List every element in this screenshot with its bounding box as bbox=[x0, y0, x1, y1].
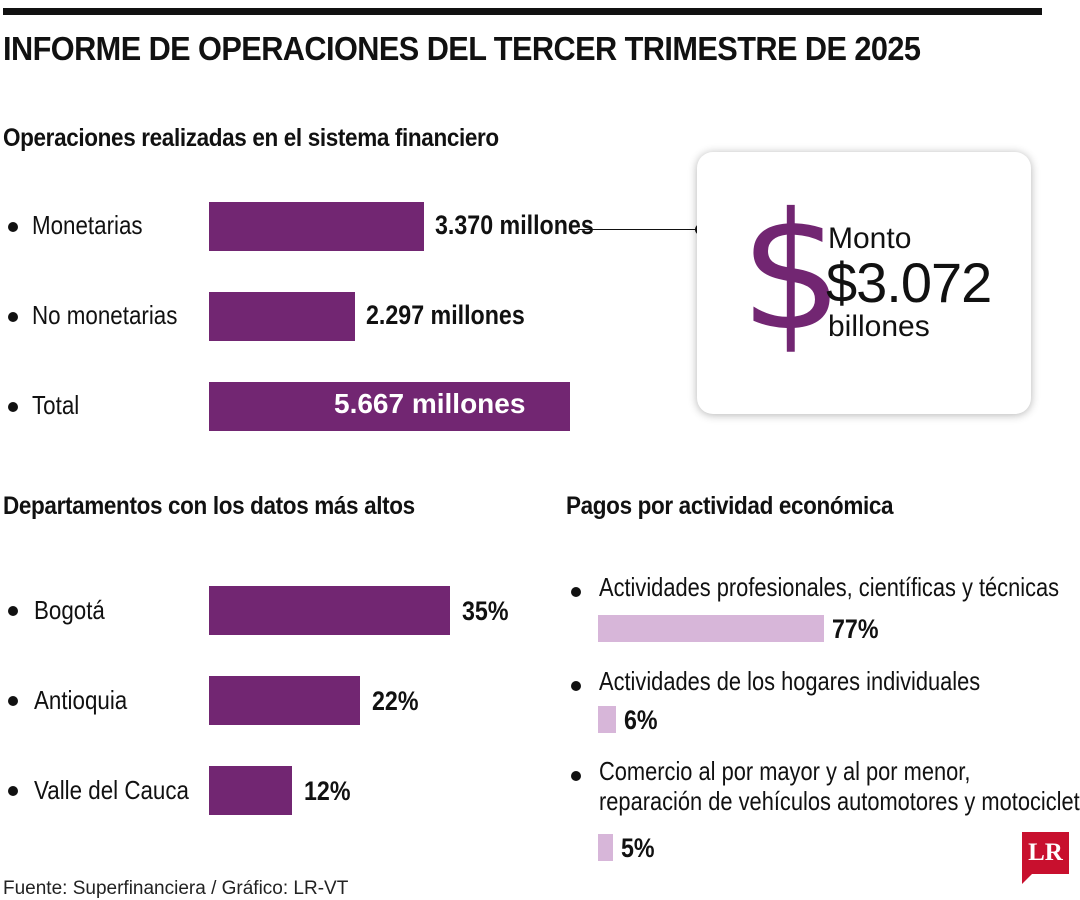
dollar-sign-icon: $ bbox=[740, 179, 844, 367]
monto-value: $3.072 bbox=[826, 251, 992, 314]
operaciones-title: Operaciones realizadas en el sistema fin… bbox=[3, 124, 499, 152]
page-title: INFORME DE OPERACIONES DEL TERCER TRIMES… bbox=[3, 30, 921, 67]
lr-logo-tail bbox=[1022, 872, 1034, 884]
bullet bbox=[571, 587, 581, 597]
operaciones-value-label: 3.370 millones bbox=[434, 210, 594, 240]
monto-unit: billones bbox=[828, 310, 930, 343]
departamento-category-label: Valle del Cauca bbox=[34, 775, 189, 805]
operaciones-bar bbox=[209, 202, 424, 251]
operaciones-category-label: Monetarias bbox=[32, 210, 143, 240]
pago-category-label: Actividades profesionales, científicas y… bbox=[599, 572, 1060, 602]
connector-line bbox=[578, 229, 700, 230]
pagos-title: Pagos por actividad económica bbox=[566, 492, 894, 520]
bullet bbox=[8, 696, 18, 706]
pago-bar bbox=[598, 706, 616, 733]
pago-category-label: Actividades de los hogares individuales bbox=[599, 666, 981, 696]
departamentos-title: Departamentos con los datos más altos bbox=[3, 492, 415, 520]
lr-logo: LR bbox=[1022, 832, 1069, 874]
operaciones-category-label: No monetarias bbox=[32, 300, 178, 330]
departamento-category-label: Bogotá bbox=[34, 595, 105, 625]
bullet bbox=[8, 312, 18, 322]
operaciones-bar bbox=[209, 292, 356, 341]
departamento-value-label: 35% bbox=[462, 596, 509, 626]
departamento-category-label: Antioquia bbox=[34, 685, 128, 715]
departamento-bar bbox=[209, 676, 361, 725]
source-note: Fuente: Superfinanciera / Gráfico: LR-VT bbox=[3, 878, 349, 899]
departamento-value-label: 22% bbox=[372, 686, 419, 716]
bullet bbox=[571, 771, 581, 781]
operaciones-category-label: Total bbox=[32, 390, 80, 420]
pago-value-label: 5% bbox=[620, 833, 655, 863]
pago-bar bbox=[598, 615, 824, 642]
operaciones-value-label: 2.297 millones bbox=[366, 300, 526, 330]
pago-category-label: Comercio al por mayor y al por menor, bbox=[599, 756, 971, 786]
pago-value-label: 6% bbox=[623, 705, 658, 735]
operaciones-value-label: 5.667 millones bbox=[334, 388, 526, 419]
top-rule bbox=[3, 8, 1042, 15]
pago-value-label: 77% bbox=[832, 614, 879, 644]
departamento-value-label: 12% bbox=[303, 776, 351, 806]
bullet bbox=[571, 681, 581, 691]
pago-bar bbox=[598, 834, 613, 861]
bullet bbox=[8, 786, 18, 796]
bullet bbox=[8, 222, 18, 232]
bullet bbox=[8, 606, 18, 616]
departamento-bar bbox=[209, 586, 450, 635]
departamento-bar bbox=[209, 766, 292, 815]
operaciones-bar bbox=[209, 382, 570, 431]
monto-label: Monto bbox=[828, 222, 912, 255]
bullet bbox=[8, 402, 18, 412]
pago-category-label: reparación de vehículos automotores y mo… bbox=[599, 786, 1080, 816]
monto-card bbox=[697, 152, 1031, 414]
